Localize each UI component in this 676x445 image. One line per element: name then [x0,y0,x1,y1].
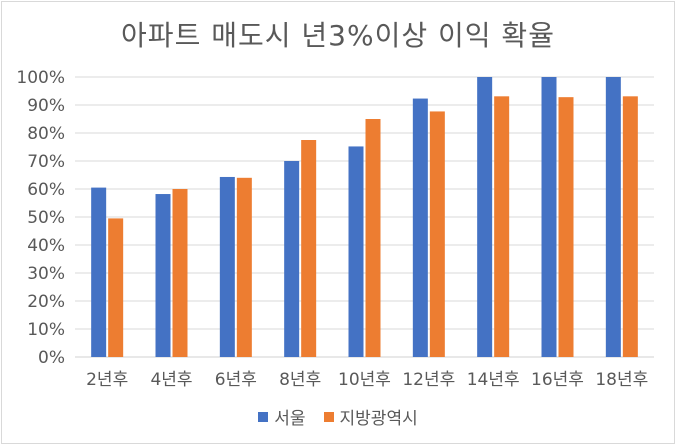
bar-seoul [348,146,364,357]
legend-swatch [323,411,334,422]
y-tick-label: 60% [27,180,65,200]
bar-metro [108,218,124,357]
bar-metro [172,189,188,357]
y-tick-label: 40% [27,236,65,256]
bar-metro [301,140,317,357]
bar-metro [494,96,510,357]
x-tick-label: 6년후 [215,370,257,390]
bar-seoul [541,77,557,357]
x-tick-label: 12년후 [402,370,455,390]
chart-title: 아파트 매도시 년3%이상 이익 확율 [121,19,555,52]
y-tick-label: 90% [27,96,65,116]
bar-metro [236,177,252,357]
bar-seoul [91,187,107,357]
legend-swatch [258,411,269,422]
bar-seoul [605,77,621,357]
x-tick-label: 14년후 [467,370,520,390]
x-tick-label: 2년후 [86,370,128,390]
bar-metro [429,111,445,357]
y-tick-label: 30% [27,264,65,284]
y-tick-label: 50% [27,208,65,228]
y-tick-label: 0% [38,348,65,368]
x-tick-label: 4년후 [150,370,192,390]
legend-label: 서울 [274,409,306,429]
bar-metro [558,97,574,357]
bar-seoul [219,176,235,357]
y-tick-label: 20% [27,292,65,312]
bar-metro [622,96,638,357]
legend-label: 지방광역시 [339,409,418,429]
chart-legend: 서울 지방광역시 [0,404,676,429]
bar-seoul [412,98,428,357]
x-tick-label: 18년후 [595,370,648,390]
legend-item: 지방광역시 [323,404,418,429]
x-tick-label: 16년후 [531,370,584,390]
bar-seoul [477,77,493,357]
y-tick-label: 70% [27,152,65,172]
bar-seoul [155,194,171,357]
bar-seoul [284,161,300,357]
x-tick-label: 10년후 [338,370,391,390]
y-tick-label: 10% [27,320,65,340]
bar-metro [365,119,381,357]
legend-item: 서울 [258,404,306,429]
y-tick-label: 100% [16,68,65,88]
x-tick-label: 8년후 [279,370,321,390]
y-tick-label: 80% [27,124,65,144]
